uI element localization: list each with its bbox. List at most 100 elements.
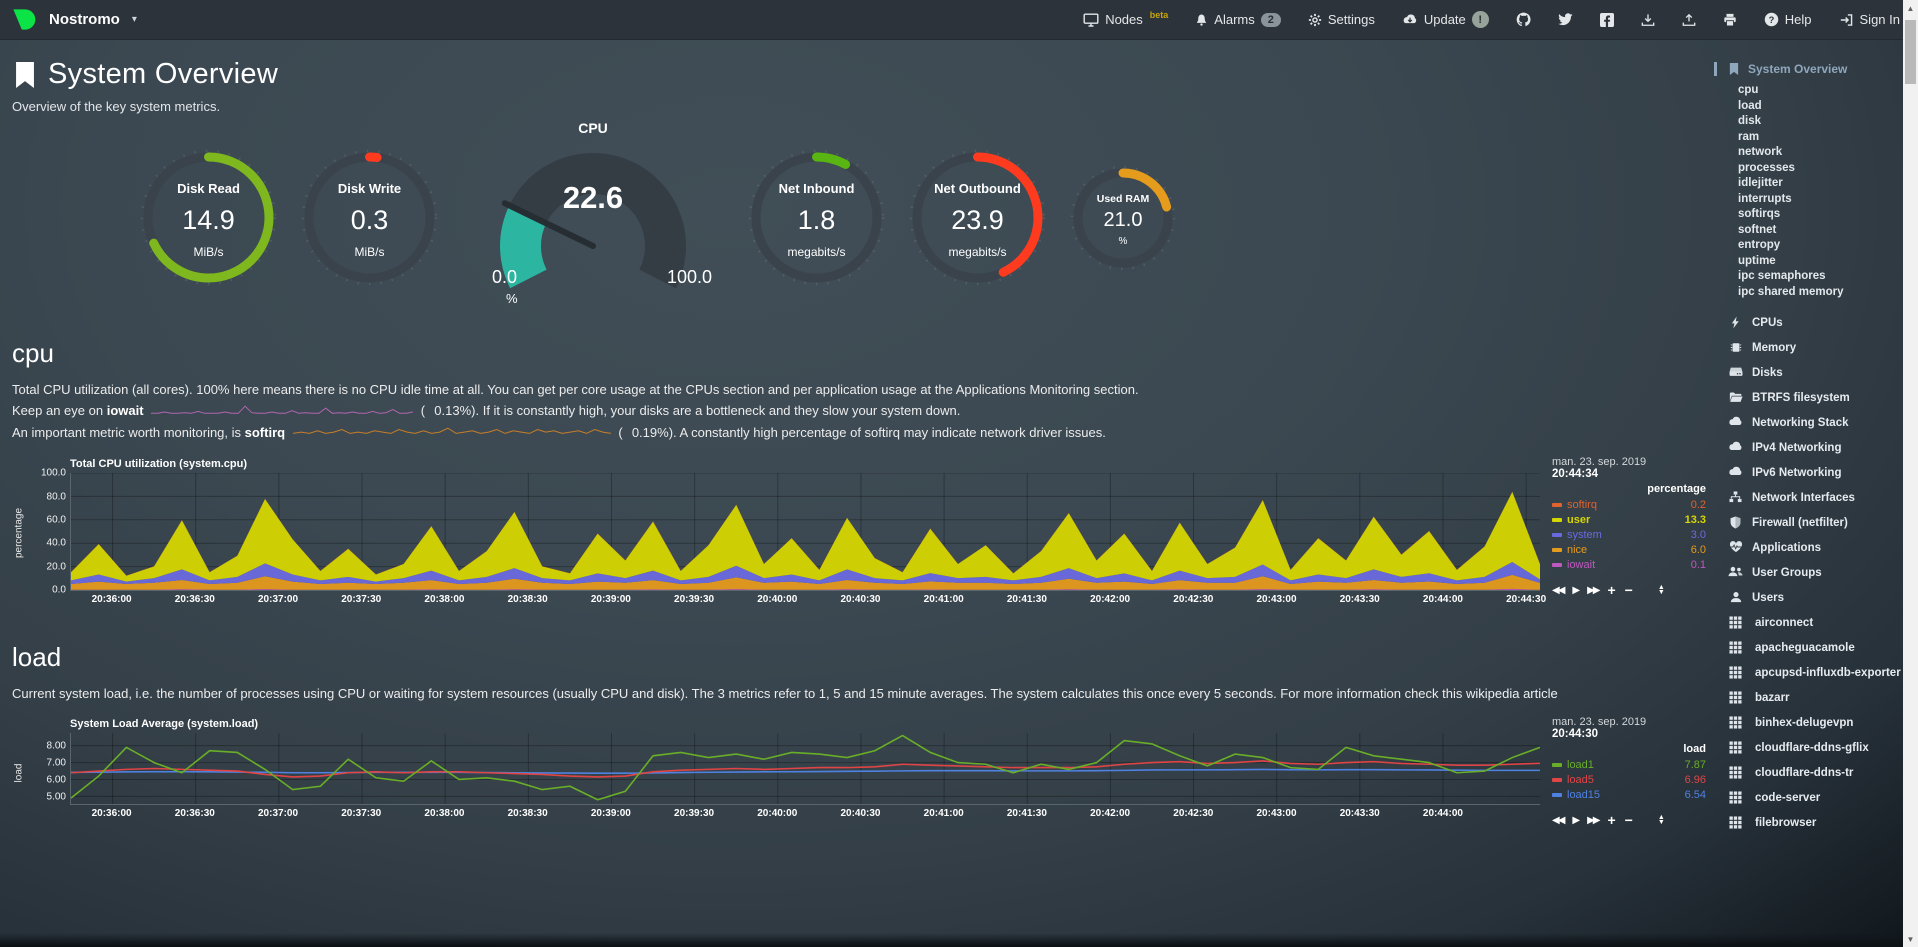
legend-item-user[interactable]: user 13.3 bbox=[1552, 512, 1706, 527]
gauge-net-outbound[interactable]: Net Outbound 23.9 megabits/s bbox=[897, 149, 1058, 291]
pan-forward-icon[interactable]: ▶▶ bbox=[1587, 814, 1600, 826]
sidebar-item-code-server[interactable]: code-server bbox=[1728, 785, 1912, 810]
chart-plot-area[interactable] bbox=[71, 733, 1540, 804]
pan-backward-icon[interactable]: ◀◀ bbox=[1552, 584, 1565, 596]
x-tick-label: 20:41:00 bbox=[923, 808, 964, 820]
play-icon[interactable]: ▶ bbox=[1572, 584, 1580, 596]
sidebar-item-ipc-semaphores[interactable]: ipc semaphores bbox=[1738, 270, 1826, 282]
resize-icon[interactable]: ▲ ▼ bbox=[1657, 584, 1665, 597]
legend-series-name: load1 bbox=[1567, 758, 1594, 771]
legend-item-system[interactable]: system 3.0 bbox=[1552, 527, 1706, 542]
sidebar-item-bazarr[interactable]: bazarr bbox=[1728, 685, 1912, 710]
gauge-cpu[interactable]: CPU 22.6 0.0 100.0 % bbox=[450, 120, 736, 306]
sidebar-item-ram[interactable]: ram bbox=[1738, 130, 1760, 143]
sidebar-item-ipc-shared-memory[interactable]: ipc shared memory bbox=[1738, 285, 1844, 298]
sidebar-item-btrfs-filesystem[interactable]: BTRFS filesystem bbox=[1728, 385, 1912, 410]
grid-icon bbox=[1728, 715, 1743, 729]
nav-item-print[interactable] bbox=[1723, 13, 1737, 27]
pan-forward-icon[interactable]: ▶▶ bbox=[1587, 584, 1600, 596]
sidebar-item-entropy[interactable]: entropy bbox=[1738, 239, 1781, 251]
nav-item-alarms[interactable]: Alarms 2 bbox=[1195, 12, 1281, 27]
sidebar-item-processes[interactable]: processes bbox=[1738, 161, 1795, 174]
sidebar-item-binhex-delugevpn[interactable]: binhex-delugevpn bbox=[1728, 710, 1912, 735]
chart-plot-area[interactable] bbox=[71, 473, 1540, 591]
paren: ( bbox=[420, 403, 426, 418]
sidebar-item-idlejitter[interactable]: idlejitter bbox=[1738, 177, 1783, 189]
sign-in-icon bbox=[1839, 13, 1854, 27]
sidebar-item-load[interactable]: load bbox=[1738, 99, 1762, 112]
nav-item-facebook[interactable] bbox=[1599, 12, 1614, 27]
legend-item-iowait[interactable]: iowait 0.1 bbox=[1552, 557, 1706, 572]
scrollbar-down-arrow[interactable]: ▼ bbox=[1906, 934, 1915, 944]
scrollbar-thumb[interactable] bbox=[1905, 20, 1916, 84]
sidebar-item-interrupts[interactable]: interrupts bbox=[1738, 192, 1792, 205]
pan-backward-icon[interactable]: ◀◀ bbox=[1552, 814, 1565, 826]
wikipedia-link[interactable]: wikipedia article bbox=[1465, 686, 1558, 702]
legend-item-softirq[interactable]: softirq 0.2 bbox=[1552, 497, 1706, 512]
legend-series-name: softirq bbox=[1567, 498, 1597, 511]
nav-item-settings[interactable]: Settings bbox=[1308, 12, 1375, 27]
sidebar-item-filebrowser[interactable]: filebrowser bbox=[1728, 810, 1912, 835]
legend-item-load5[interactable]: load5 6.96 bbox=[1552, 772, 1706, 787]
zoom-out-icon[interactable]: − bbox=[1624, 582, 1633, 599]
legend-item-load15[interactable]: load15 6.54 bbox=[1552, 787, 1706, 802]
legend-series-name: user bbox=[1567, 513, 1591, 526]
sidebar-item-airconnect[interactable]: airconnect bbox=[1728, 610, 1912, 635]
sidebar-item-cloudflare-ddns-gflix[interactable]: cloudflare-ddns-gflix bbox=[1728, 735, 1912, 760]
sidebar-item-system-overview[interactable]: System Overview bbox=[1714, 62, 1912, 76]
sidebar-item-user-groups[interactable]: User Groups bbox=[1728, 560, 1912, 585]
sidebar-item-applications[interactable]: Applications bbox=[1728, 535, 1912, 560]
page-subtitle: Overview of the key system metrics. bbox=[12, 99, 221, 114]
chip-icon bbox=[1728, 341, 1743, 354]
nav-item-import-snapshot[interactable] bbox=[1641, 13, 1655, 27]
legend-item-nice[interactable]: nice 6.0 bbox=[1552, 542, 1706, 557]
legend-series-value: 6.54 bbox=[1684, 788, 1706, 801]
cpu-desc-line2: Keep an eye on bbox=[12, 403, 107, 418]
sidebar-item-cpu[interactable]: cpu bbox=[1738, 84, 1759, 96]
y-tick-label: 80.0 bbox=[46, 491, 66, 503]
node-menu[interactable]: Nostromo ▾ bbox=[10, 6, 137, 33]
sidebar-item-softirqs[interactable]: softirqs bbox=[1738, 208, 1781, 220]
sidebar-item-users[interactable]: Users bbox=[1728, 585, 1912, 610]
zoom-out-icon[interactable]: − bbox=[1624, 812, 1633, 829]
nav-item-github[interactable] bbox=[1516, 12, 1531, 27]
nav-item-twitter[interactable] bbox=[1558, 13, 1573, 26]
sidebar-item-apcupsd-influxdb-exporter[interactable]: apcupsd-influxdb-exporter bbox=[1728, 660, 1912, 685]
play-icon[interactable]: ▶ bbox=[1572, 814, 1580, 826]
nav-item-update[interactable]: Update! bbox=[1402, 11, 1489, 28]
sidebar-item-uptime[interactable]: uptime bbox=[1738, 254, 1776, 267]
nav-item-help[interactable]: ? Help bbox=[1764, 12, 1812, 27]
zoom-in-icon[interactable]: + bbox=[1607, 582, 1616, 599]
gauge-disk-write[interactable]: Disk Write 0.3 MiB/s bbox=[289, 149, 450, 291]
scrollbar-up-arrow[interactable]: ▲ bbox=[1906, 3, 1915, 13]
sidebar-item-disk[interactable]: disk bbox=[1738, 115, 1762, 127]
nav-item-export-snapshot[interactable] bbox=[1682, 13, 1696, 27]
gauge-net-inbound[interactable]: Net Inbound 1.8 megabits/s bbox=[736, 149, 897, 291]
sidebar-item-disks[interactable]: Disks bbox=[1728, 360, 1912, 385]
legend-unit-label: load bbox=[1683, 743, 1706, 756]
gauge-used-ram[interactable]: Used RAM 21.0 % bbox=[1058, 165, 1188, 276]
sidebar-item-apacheguacamole[interactable]: apacheguacamole bbox=[1728, 635, 1912, 660]
nav-item-signin[interactable]: Sign In bbox=[1839, 12, 1900, 27]
sidebar-item-network-interfaces[interactable]: Network Interfaces bbox=[1728, 485, 1912, 510]
sidebar-item-ipv6-networking[interactable]: IPv6 Networking bbox=[1728, 460, 1912, 485]
load-chart: load System Load Average (system.load) 5… bbox=[10, 716, 1708, 829]
sidebar-item-memory[interactable]: Memory bbox=[1728, 335, 1912, 360]
sidebar-item-label: code-server bbox=[1755, 791, 1821, 804]
sidebar-item-network[interactable]: network bbox=[1738, 146, 1783, 158]
sidebar-item-cpus[interactable]: CPUs bbox=[1728, 310, 1912, 335]
chart-title: Total CPU utilization (system.cpu) bbox=[70, 458, 248, 471]
legend-item-load1[interactable]: load1 7.87 bbox=[1552, 757, 1706, 772]
nav-item-nodes[interactable]: Nodes beta bbox=[1083, 10, 1168, 27]
sidebar-sections: CPUs Memory Disks BTRFS filesystem Networkin… bbox=[1728, 310, 1912, 835]
sidebar-item-firewall-netfilter-[interactable]: Firewall (netfilter) bbox=[1728, 510, 1912, 535]
sidebar-item-softnet[interactable]: softnet bbox=[1738, 223, 1777, 236]
x-tick-label: 20:44:00 bbox=[1422, 808, 1463, 820]
sidebar-item-cloudflare-ddns-tr[interactable]: cloudflare-ddns-tr bbox=[1728, 760, 1912, 785]
sidebar-item-networking-stack[interactable]: Networking Stack bbox=[1728, 410, 1912, 435]
zoom-in-icon[interactable]: + bbox=[1607, 812, 1616, 829]
sidebar-item-ipv4-networking[interactable]: IPv4 Networking bbox=[1728, 435, 1912, 460]
sidebar-item-label: User Groups bbox=[1752, 566, 1822, 579]
gauge-disk-read[interactable]: Disk Read 14.9 MiB/s bbox=[128, 149, 289, 291]
resize-icon[interactable]: ▲ ▼ bbox=[1657, 814, 1665, 827]
